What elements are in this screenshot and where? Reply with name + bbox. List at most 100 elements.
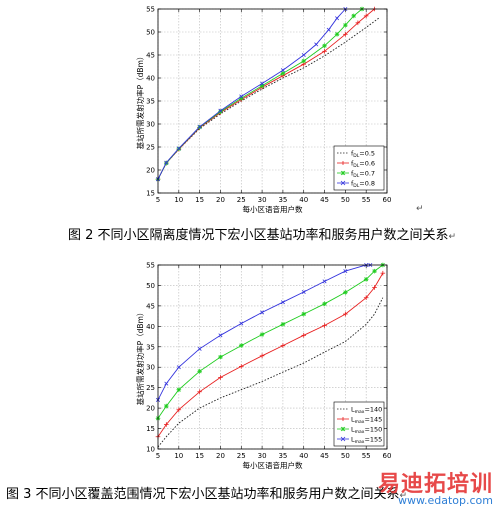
y-axis-label: 基站所需发射功率P（dBm）	[135, 53, 145, 150]
y-tick-label: 35	[146, 98, 155, 106]
data-point	[363, 13, 369, 19]
data-point	[380, 270, 386, 276]
y-tick-label: 35	[146, 343, 155, 351]
data-point	[280, 71, 286, 76]
legend-item: Lmax=150	[337, 426, 382, 436]
legend-item: fDL=0.8	[337, 180, 375, 189]
x-tick-label: 50	[341, 196, 350, 204]
axes-frame	[157, 264, 388, 450]
y-tick-label: 25	[146, 384, 155, 392]
data-point	[301, 52, 306, 58]
legend-item: Lmax=145	[337, 416, 382, 426]
y-tick-label: 30	[146, 121, 155, 129]
data-point	[239, 321, 244, 326]
data-point	[280, 300, 285, 305]
figure-3: 5 10 15 20 25 30 35 40 45 50 55 60 10 15 20 25 30 35 40 45 5…	[0, 256, 499, 472]
legend-item: fDL=0.6	[337, 160, 375, 170]
x-tick-label: 35	[278, 452, 287, 460]
data-point	[343, 290, 348, 295]
series-line	[157, 297, 384, 448]
x-tick-label: 45	[320, 452, 329, 460]
data-point	[218, 354, 223, 360]
data-point	[301, 289, 306, 294]
data-point	[238, 343, 244, 348]
data-point	[197, 346, 202, 351]
x-tick-label: 50	[341, 452, 350, 460]
data-point	[164, 422, 169, 427]
x-tick-label: 55	[362, 196, 371, 204]
x-tick-label: 60	[383, 452, 392, 460]
y-tick-label: 25	[146, 144, 155, 152]
y-tick-label: 15	[146, 425, 155, 433]
legend-label: Lmax=155	[351, 436, 382, 446]
legend-label: Lmax=140	[351, 406, 382, 416]
data-point	[197, 369, 202, 374]
x-tick-label: 55	[362, 452, 371, 460]
watermark: 易迪拓培训 www.edatop.com	[378, 466, 493, 507]
x-tick-label: 15	[195, 452, 204, 460]
data-point	[343, 311, 348, 317]
caption-text: 图 2 不同小区隔离度情况下宏小区基站功率和服务用户数之间关系	[68, 228, 449, 243]
data-point	[218, 375, 223, 380]
data-point	[280, 68, 285, 73]
series-line	[157, 264, 384, 419]
data-point	[355, 20, 361, 26]
legend-label: Lmax=150	[351, 426, 382, 436]
data-point	[343, 32, 348, 37]
data-point	[322, 49, 327, 54]
data-point	[197, 389, 202, 395]
data-point	[314, 42, 319, 47]
legend-label: fDL=0.6	[351, 160, 375, 170]
data-point	[176, 387, 182, 393]
y-tick-label: 15	[146, 190, 155, 198]
x-tick-label: 20	[216, 452, 225, 460]
data-point	[176, 407, 182, 413]
legend-item: Lmax=140	[337, 406, 382, 416]
data-point	[197, 124, 202, 129]
data-point	[260, 310, 265, 315]
x-tick-label: 35	[278, 196, 287, 204]
legend-label: Lmax=145	[351, 416, 382, 426]
data-point	[301, 58, 307, 64]
x-tick-label: 15	[195, 196, 204, 204]
y-axis-label: 基站所需发射功率P（dBm）	[135, 309, 145, 406]
x-tick-label: 25	[237, 452, 246, 460]
chart-figure-2: 5 10 15 20 25 30 35 40 45 50 55 60 15 20 25 30 35 40 45 50 5…	[135, 6, 391, 215]
y-tick-label: 50	[146, 282, 155, 290]
data-point	[259, 353, 265, 359]
y-tick-label: 30	[146, 364, 155, 372]
y-tick-label: 45	[146, 52, 155, 60]
y-tick-label: 55	[146, 262, 155, 270]
y-tick-label: 50	[146, 29, 155, 37]
data-point	[238, 364, 244, 369]
x-tick-label: 30	[258, 452, 267, 460]
y-tick-label: 40	[146, 75, 155, 83]
watermark-url: www.edatop.com	[398, 494, 493, 507]
data-point	[363, 277, 369, 282]
x-tick-label: 5	[156, 452, 160, 460]
data-point	[301, 333, 307, 338]
data-point	[260, 81, 265, 86]
data-point	[218, 108, 223, 113]
x-tick-label: 40	[299, 196, 308, 204]
data-point	[326, 27, 331, 32]
paragraph-mark: ↵	[399, 491, 408, 501]
y-tick-label: 20	[146, 167, 155, 175]
data-point	[363, 295, 369, 301]
legend-item: fDL=0.7	[337, 170, 375, 179]
data-point	[351, 13, 356, 19]
x-tick-label: 30	[258, 196, 267, 204]
data-point	[335, 16, 340, 21]
data-point	[164, 403, 169, 409]
x-tick-label: 25	[237, 196, 246, 204]
data-point	[164, 381, 169, 386]
data-point	[176, 365, 181, 370]
caption-text: 图 3 不同小区覆盖范围情况下宏小区基站功率和服务用户数之间关系	[6, 487, 400, 502]
y-tick-label: 55	[146, 6, 155, 14]
data-point	[334, 32, 340, 37]
legend-label: fDL=0.5	[351, 150, 375, 160]
series-line	[157, 272, 384, 437]
x-tick-label: 5	[156, 196, 160, 204]
watermark-logo-text: 易迪拓培训	[377, 472, 493, 497]
